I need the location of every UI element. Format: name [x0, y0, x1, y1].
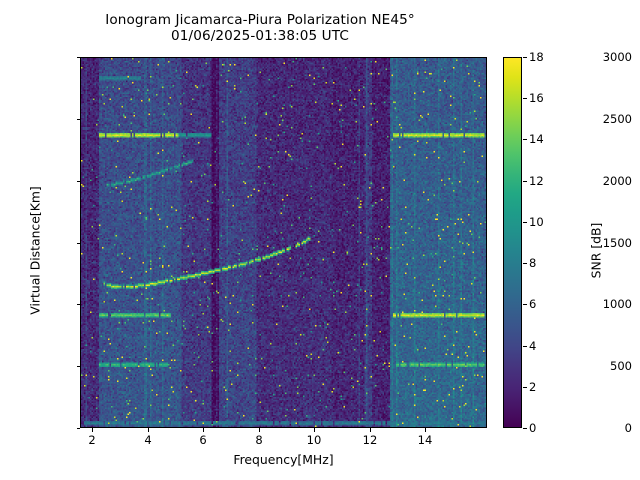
colorbar-tick-mark [523, 139, 527, 140]
x-tick-label: 4 [144, 433, 152, 447]
x-axis-label: Frequency[MHz] [233, 452, 334, 467]
colorbar-tick-mark [523, 304, 527, 305]
colorbar-gradient [504, 58, 521, 427]
colorbar-tick-label: 10 [529, 215, 544, 229]
x-tick-mark [148, 428, 149, 432]
y-tick-mark [76, 181, 80, 182]
colorbar-tick-label: 16 [529, 91, 544, 105]
x-tick-label: 8 [255, 433, 263, 447]
colorbar-tick-mark [523, 98, 527, 99]
colorbar-tick-label: 12 [529, 174, 544, 188]
colorbar-tick-mark [523, 181, 527, 182]
colorbar-tick-label: 6 [529, 297, 537, 311]
x-tick-label: 6 [199, 433, 207, 447]
plot-area [80, 57, 487, 428]
colorbar-tick-mark [523, 387, 527, 388]
ionogram-heatmap [81, 58, 486, 427]
y-tick-mark [76, 428, 80, 429]
y-tick-label: 2500 [602, 112, 632, 126]
y-tick-label: 3000 [602, 50, 632, 64]
y-tick-mark [76, 119, 80, 120]
x-tick-label: 14 [417, 433, 433, 447]
y-tick-label: 1500 [602, 236, 632, 250]
x-tick-label: 10 [306, 433, 322, 447]
x-tick-mark [314, 428, 315, 432]
page-title: Ionogram Jicamarca-Piura Polarization NE… [0, 12, 520, 44]
y-tick-label: 500 [610, 359, 632, 373]
colorbar-tick-mark [523, 263, 527, 264]
colorbar-tick-label: 2 [529, 380, 537, 394]
x-tick-mark [259, 428, 260, 432]
y-tick-label: 1000 [602, 297, 632, 311]
colorbar-tick-mark [523, 428, 527, 429]
colorbar-tick-label: 8 [529, 256, 537, 270]
colorbar [503, 57, 522, 428]
x-tick-mark [92, 428, 93, 432]
y-tick-mark [76, 243, 80, 244]
colorbar-tick-label: 14 [529, 132, 544, 146]
y-tick-mark [76, 366, 80, 367]
colorbar-tick-mark [523, 346, 527, 347]
x-tick-mark [425, 428, 426, 432]
y-axis-label: Virtual Distance[Km] [27, 185, 43, 315]
y-tick-mark [76, 304, 80, 305]
colorbar-tick-mark [523, 222, 527, 223]
y-tick-label: 2000 [602, 174, 632, 188]
colorbar-tick-label: 0 [529, 421, 537, 435]
x-tick-label: 12 [362, 433, 378, 447]
x-tick-mark [370, 428, 371, 432]
x-tick-mark [203, 428, 204, 432]
colorbar-label: SNR [dB] [588, 222, 604, 278]
colorbar-tick-label: 18 [529, 50, 544, 64]
x-tick-label: 2 [88, 433, 96, 447]
y-tick-label: 0 [624, 421, 632, 435]
y-tick-mark [76, 57, 80, 58]
colorbar-tick-label: 4 [529, 339, 537, 353]
colorbar-tick-mark [523, 57, 527, 58]
title-line-2: 01/06/2025-01:38:05 UTC [171, 28, 349, 45]
title-line-1: Ionogram Jicamarca-Piura Polarization NE… [105, 12, 415, 28]
